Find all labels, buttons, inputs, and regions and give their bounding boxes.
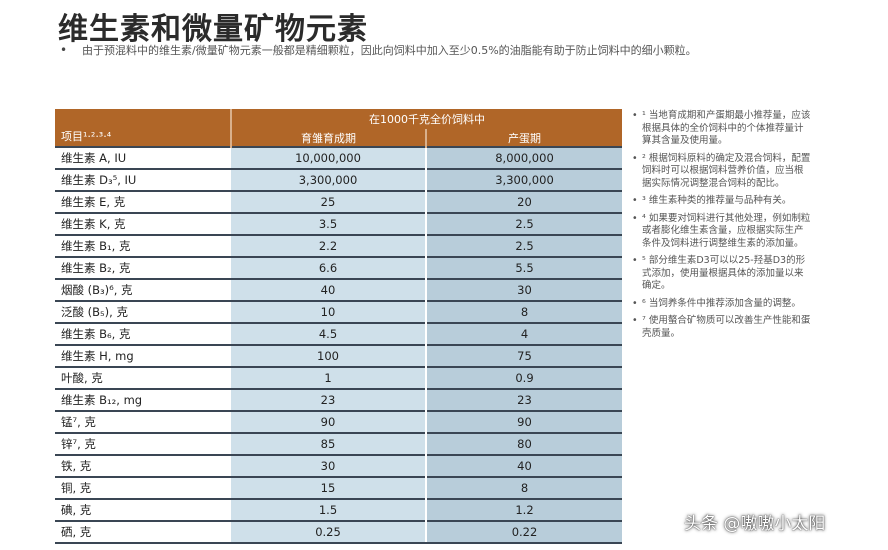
rearing-value-cell: 15 bbox=[231, 476, 426, 499]
footnote-item: ³ 维生素种类的推荐量与品种有关。 bbox=[632, 195, 812, 208]
laying-value-cell: 8 bbox=[425, 300, 622, 323]
item-name-cell: 维生素 K, 克 bbox=[55, 212, 231, 235]
item-name-cell: 碘, 克 bbox=[55, 498, 231, 521]
laying-value-cell: 2.5 bbox=[425, 212, 622, 235]
rearing-value-cell: 6.6 bbox=[231, 256, 426, 279]
rearing-value-cell: 23 bbox=[231, 388, 426, 411]
rearing-column-header: 育雏育成期 bbox=[230, 129, 426, 147]
table-row: 维生素 B₆, 克 4.5 4 bbox=[55, 322, 622, 345]
feed-amount-header: 在1000千克全价饲料中 bbox=[230, 109, 622, 129]
laying-value-cell: 0.9 bbox=[425, 366, 622, 389]
item-name-cell: 锌⁷, 克 bbox=[55, 432, 231, 455]
rearing-value-cell: 40 bbox=[231, 278, 426, 301]
table-row: 维生素 E, 克 25 20 bbox=[55, 190, 622, 213]
table-row: 维生素 B₁, 克 2.2 2.5 bbox=[55, 234, 622, 257]
rearing-value-cell: 10 bbox=[231, 300, 426, 323]
item-name-cell: 维生素 B₁₂, mg bbox=[55, 388, 231, 411]
table-body: 维生素 A, IU 10,000,000 8,000,000 维生素 D₃⁵, IU 3… bbox=[55, 146, 622, 544]
rearing-value-cell: 4.5 bbox=[231, 322, 426, 345]
footnote-item: ² 根据饲料原料的确定及混合饲料，配置饲料时可以根据饲料营养价值，应当根据实际情… bbox=[632, 153, 812, 191]
rearing-value-cell: 100 bbox=[231, 344, 426, 367]
rearing-value-cell: 25 bbox=[231, 190, 426, 213]
laying-value-cell: 30 bbox=[425, 278, 622, 301]
vitamin-mineral-table: 项目¹·²·³·⁴ 在1000千克全价饲料中 育雏育成期 产蛋期 维生素 A, … bbox=[55, 109, 622, 544]
item-column-header: 项目¹·²·³·⁴ bbox=[55, 109, 231, 147]
table-row: 维生素 H, mg 100 75 bbox=[55, 344, 622, 367]
laying-value-cell: 75 bbox=[425, 344, 622, 367]
laying-value-cell: 90 bbox=[425, 410, 622, 433]
item-name-cell: 维生素 B₆, 克 bbox=[55, 322, 231, 345]
laying-value-cell: 8 bbox=[425, 476, 622, 499]
item-name-cell: 泛酸 (B₅), 克 bbox=[55, 300, 231, 323]
table-row: 维生素 D₃⁵, IU 3,300,000 3,300,000 bbox=[55, 168, 622, 191]
table-row: 叶酸, 克 1 0.9 bbox=[55, 366, 622, 389]
item-name-cell: 铁, 克 bbox=[55, 454, 231, 477]
laying-value-cell: 23 bbox=[425, 388, 622, 411]
item-name-cell: 铜, 克 bbox=[55, 476, 231, 499]
item-name-cell: 维生素 D₃⁵, IU bbox=[55, 168, 231, 191]
table-row: 锰⁷, 克 90 90 bbox=[55, 410, 622, 433]
rearing-value-cell: 1 bbox=[231, 366, 426, 389]
rearing-value-cell: 90 bbox=[231, 410, 426, 433]
laying-value-cell: 3,300,000 bbox=[425, 168, 622, 191]
rearing-value-cell: 10,000,000 bbox=[231, 146, 426, 169]
item-name-cell: 维生素 B₁, 克 bbox=[55, 234, 231, 257]
rearing-value-cell: 1.5 bbox=[231, 498, 426, 521]
laying-value-cell: 2.5 bbox=[425, 234, 622, 257]
item-name-cell: 烟酸 (B₃)⁶, 克 bbox=[55, 278, 231, 301]
laying-value-cell: 1.2 bbox=[425, 498, 622, 521]
item-name-cell: 维生素 H, mg bbox=[55, 344, 231, 367]
table-row: 维生素 K, 克 3.5 2.5 bbox=[55, 212, 622, 235]
laying-value-cell: 0.22 bbox=[425, 520, 622, 544]
footnote-item: ⁵ 部分维生素D3可以以25-羟基D3的形式添加，使用量根据具体的添加量以来确定… bbox=[632, 255, 812, 293]
laying-value-cell: 5.5 bbox=[425, 256, 622, 279]
footnote-item: ⁶ 当饲养条件中推荐添加含量的调整。 bbox=[632, 298, 812, 311]
item-name-cell: 维生素 E, 克 bbox=[55, 190, 231, 213]
item-name-cell: 锰⁷, 克 bbox=[55, 410, 231, 433]
item-name-cell: 维生素 A, IU bbox=[55, 146, 231, 169]
laying-value-cell: 80 bbox=[425, 432, 622, 455]
footnote-item: ¹ 当地育成期和产蛋期最小推荐量，应该根据具体的全价饲料中的个体推荐量计算其含量… bbox=[632, 110, 812, 148]
laying-value-cell: 8,000,000 bbox=[425, 146, 622, 169]
laying-value-cell: 40 bbox=[425, 454, 622, 477]
table-row: 碘, 克 1.5 1.2 bbox=[55, 498, 622, 521]
table-row: 锌⁷, 克 85 80 bbox=[55, 432, 622, 455]
footnotes: ¹ 当地育成期和产蛋期最小推荐量，应该根据具体的全价饲料中的个体推荐量计算其含量… bbox=[632, 110, 812, 345]
footnote-item: ⁴ 如果要对饲料进行其他处理，例如制粒或者膨化维生素含量，应根据实际生产条件及饲… bbox=[632, 213, 812, 251]
rearing-value-cell: 2.2 bbox=[231, 234, 426, 257]
table-row: 泛酸 (B₅), 克 10 8 bbox=[55, 300, 622, 323]
table-row: 硒, 克 0.25 0.22 bbox=[55, 520, 622, 544]
rearing-value-cell: 0.25 bbox=[231, 520, 426, 544]
laying-column-header: 产蛋期 bbox=[425, 129, 622, 147]
table-row: 烟酸 (B₃)⁶, 克 40 30 bbox=[55, 278, 622, 301]
table-row: 维生素 A, IU 10,000,000 8,000,000 bbox=[55, 146, 622, 169]
rearing-value-cell: 3,300,000 bbox=[231, 168, 426, 191]
intro-text: 由于预混料中的维生素/微量矿物元素一般都是精细颗粒，因此向饲料中加入至少0.5%… bbox=[82, 44, 697, 57]
footnote-item: ⁷ 使用螯合矿物质可以改善生产性能和蛋壳质量。 bbox=[632, 315, 812, 340]
table-row: 维生素 B₁₂, mg 23 23 bbox=[55, 388, 622, 411]
table-row: 维生素 B₂, 克 6.6 5.5 bbox=[55, 256, 622, 279]
table-row: 铜, 克 15 8 bbox=[55, 476, 622, 499]
page-title: 维生素和微量矿物元素 bbox=[58, 12, 368, 47]
laying-value-cell: 20 bbox=[425, 190, 622, 213]
rearing-value-cell: 3.5 bbox=[231, 212, 426, 235]
intro-bullet-icon: • bbox=[60, 43, 68, 57]
item-name-cell: 硒, 克 bbox=[55, 520, 231, 544]
rearing-value-cell: 85 bbox=[231, 432, 426, 455]
table-row: 铁, 克 30 40 bbox=[55, 454, 622, 477]
item-name-cell: 维生素 B₂, 克 bbox=[55, 256, 231, 279]
watermark-text: 头条 @嗷嗷小太阳 bbox=[684, 514, 826, 534]
laying-value-cell: 4 bbox=[425, 322, 622, 345]
item-name-cell: 叶酸, 克 bbox=[55, 366, 231, 389]
rearing-value-cell: 30 bbox=[231, 454, 426, 477]
